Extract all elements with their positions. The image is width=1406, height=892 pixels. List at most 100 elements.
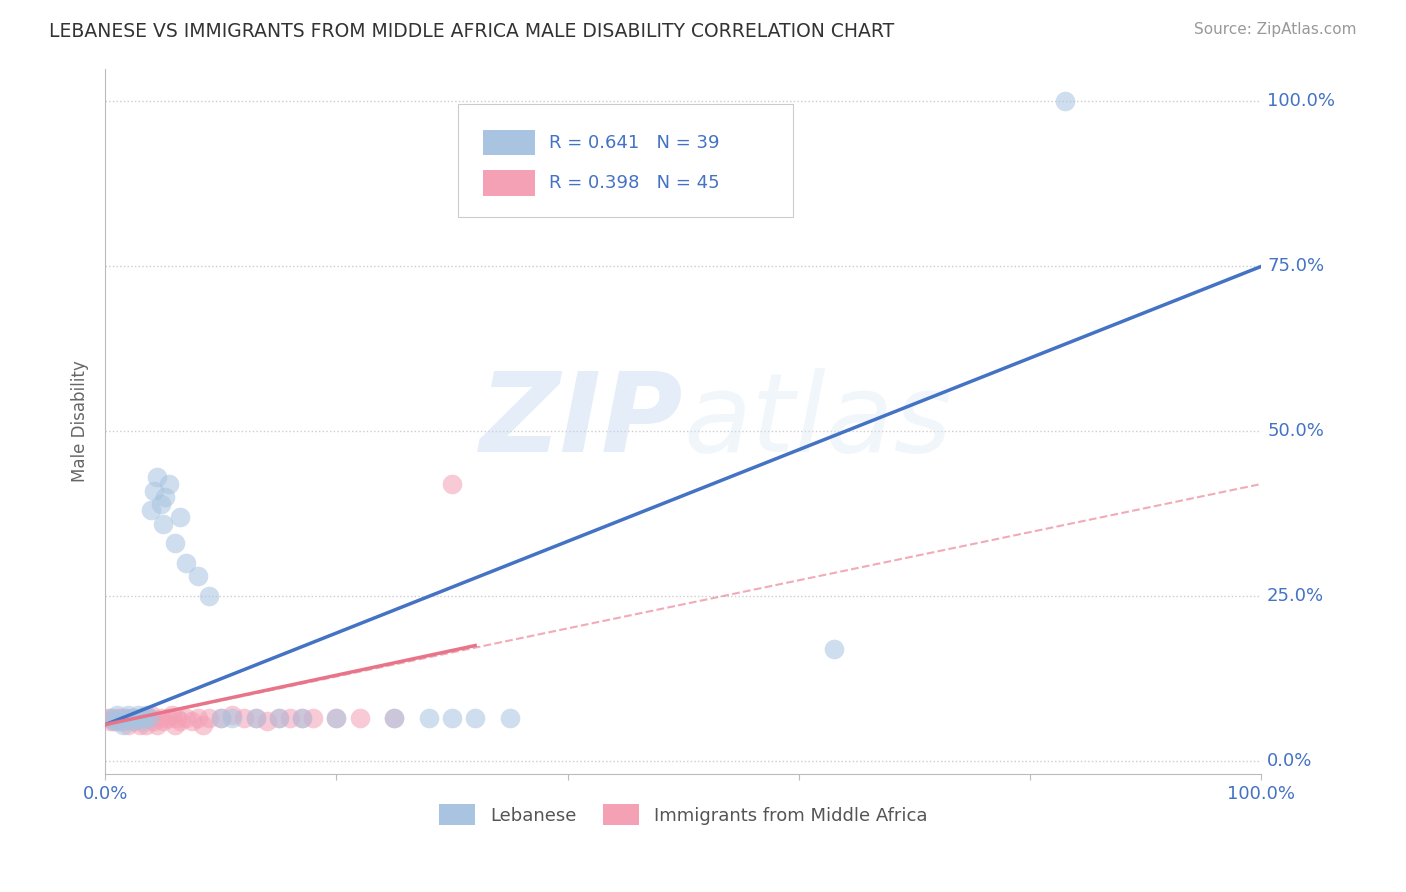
Point [108,714,131,729]
FancyBboxPatch shape [484,130,536,155]
Point [441,477,464,491]
FancyBboxPatch shape [458,103,793,217]
Point [181,714,204,729]
Point [245,711,267,725]
Point [142,714,165,729]
Point [174,711,197,725]
Text: atlas: atlas [683,368,952,475]
Text: 0.0%: 0.0% [1267,752,1312,770]
Point [267,711,290,725]
Point [209,711,232,725]
Point [115,711,138,725]
Point [245,711,267,725]
Point [302,711,325,725]
Point [152,714,174,729]
Point [163,536,186,550]
Point [349,711,371,725]
Point [138,711,160,725]
Point [291,711,314,725]
Point [382,711,405,725]
Text: ZIP: ZIP [479,368,683,475]
Point [141,503,163,517]
Point [105,711,128,725]
Point [187,711,209,725]
Point [135,707,157,722]
Point [221,711,243,725]
Point [135,717,157,731]
Point [325,711,347,725]
Point [209,711,232,725]
Point [122,714,145,729]
Point [146,717,169,731]
Point [131,711,153,725]
Point [169,714,191,729]
Point [233,711,256,725]
Text: LEBANESE VS IMMIGRANTS FROM MIDDLE AFRICA MALE DISABILITY CORRELATION CHART: LEBANESE VS IMMIGRANTS FROM MIDDLE AFRIC… [49,22,894,41]
Point [149,711,172,725]
Point [267,711,290,725]
Point [441,711,464,725]
Point [138,711,160,725]
Y-axis label: Male Disability: Male Disability [72,360,89,483]
Point [115,711,138,725]
Point [418,711,440,725]
Point [157,711,180,725]
Point [128,717,150,731]
Point [117,717,139,731]
Point [198,589,221,603]
Point [141,707,163,722]
Text: R = 0.398   N = 45: R = 0.398 N = 45 [550,174,720,192]
Point [110,711,132,725]
Point [169,510,191,524]
Point [166,711,188,725]
Point [193,717,215,731]
Point [103,714,125,729]
Text: R = 0.641   N = 39: R = 0.641 N = 39 [550,134,720,152]
Point [325,711,347,725]
Point [120,711,142,725]
Point [155,490,177,504]
Point [162,707,184,722]
Point [127,707,149,722]
Point [823,641,845,656]
Text: 25.0%: 25.0% [1267,587,1324,605]
Text: 75.0%: 75.0% [1267,258,1324,276]
Point [120,714,142,729]
Point [256,714,278,729]
Point [291,711,314,725]
Point [98,714,121,729]
Point [103,714,125,729]
FancyBboxPatch shape [484,170,536,195]
Point [105,707,128,722]
Point [128,711,150,725]
Point [112,714,135,729]
Point [122,711,145,725]
Point [96,711,118,725]
Point [221,707,243,722]
Legend: Lebanese, Immigrants from Middle Africa: Lebanese, Immigrants from Middle Africa [439,805,928,825]
Point [382,711,405,725]
Text: 50.0%: 50.0% [1267,422,1324,441]
Point [464,711,486,725]
Point [108,714,131,729]
Point [101,711,124,725]
Point [163,717,186,731]
Point [499,711,522,725]
Point [149,497,172,511]
Point [174,556,197,570]
Point [142,483,165,498]
Point [100,711,122,725]
Point [111,717,134,731]
Point [278,711,301,725]
Text: Source: ZipAtlas.com: Source: ZipAtlas.com [1194,22,1357,37]
Text: 100.0%: 100.0% [1267,93,1336,111]
Point [146,470,169,484]
Point [198,711,221,725]
Point [127,711,149,725]
Point [117,707,139,722]
Point [157,477,180,491]
Point [1053,95,1076,109]
Point [187,569,209,583]
Point [131,714,153,729]
Point [152,516,174,531]
